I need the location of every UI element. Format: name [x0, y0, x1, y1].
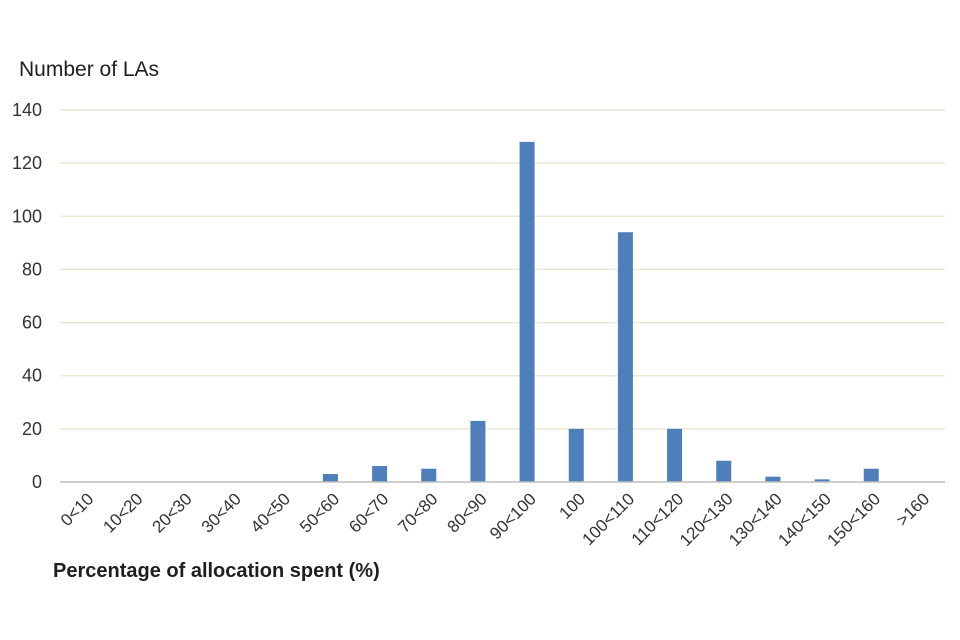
x-tick-label: 10<20 — [99, 489, 146, 536]
bar — [814, 479, 830, 482]
bar — [519, 141, 535, 482]
x-tick-label: 30<40 — [198, 489, 245, 536]
bar — [470, 420, 486, 482]
x-tick-label: 80<90 — [444, 489, 491, 536]
x-tick-label: 100 — [556, 489, 589, 522]
x-tick-label: 50<60 — [296, 489, 343, 536]
y-tick-label: 40 — [22, 366, 42, 386]
bar — [617, 232, 633, 482]
bar — [372, 466, 388, 482]
x-tick-label: >160 — [893, 489, 934, 530]
x-axis-label: Percentage of allocation spent (%) — [53, 560, 380, 582]
x-tick-label: 120<130 — [676, 489, 737, 550]
x-tick-label: 20<30 — [149, 489, 196, 536]
y-tick-label: 80 — [22, 259, 42, 279]
bar — [568, 428, 584, 482]
x-tick-label: 0<10 — [57, 489, 98, 530]
x-tick-label: 130<140 — [725, 489, 786, 550]
y-tick-label: 20 — [22, 419, 42, 439]
bar — [716, 460, 732, 482]
bar — [765, 476, 781, 482]
y-tick-label: 140 — [12, 100, 42, 120]
x-tick-label: 140<150 — [774, 489, 835, 550]
bar — [421, 468, 437, 482]
bar — [667, 428, 683, 482]
y-tick-label: 120 — [12, 153, 42, 173]
x-tick-label: 100<110 — [579, 489, 639, 549]
y-axis-label: Number of LAs — [19, 58, 160, 81]
y-tick-label: 100 — [12, 206, 42, 226]
y-tick-label: 0 — [32, 472, 42, 492]
bar — [863, 468, 879, 482]
x-tick-label: 150<160 — [824, 489, 885, 550]
x-tick-label: 60<70 — [345, 489, 392, 536]
bar — [322, 474, 338, 482]
x-tick-label: 70<80 — [394, 489, 441, 536]
x-tick-label: 90<100 — [486, 489, 540, 543]
x-tick-label: 40<50 — [247, 489, 294, 536]
y-tick-label: 60 — [22, 313, 42, 333]
